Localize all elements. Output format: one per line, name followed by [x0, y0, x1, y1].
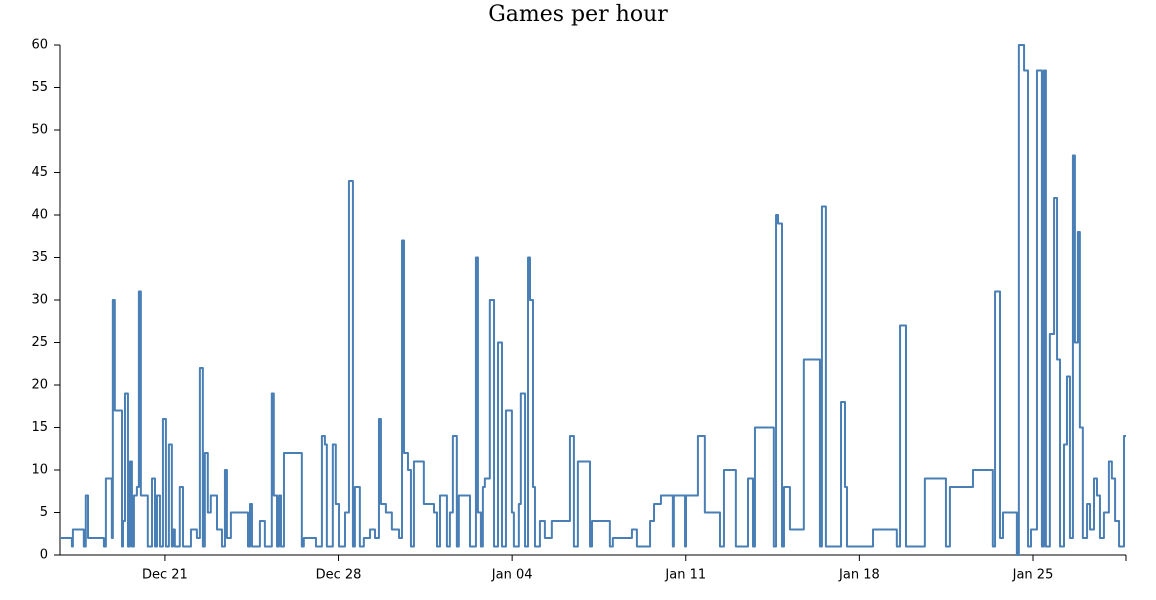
- y-tick-label: 20: [31, 378, 48, 393]
- x-tick-label: Jan 04: [491, 568, 533, 583]
- x-tick-label: Jan 25: [1012, 568, 1054, 583]
- y-tick-label: 55: [31, 80, 48, 95]
- y-tick-label: 35: [31, 250, 48, 265]
- x-tick-label: Dec 28: [316, 568, 362, 583]
- y-tick-label: 30: [31, 293, 48, 308]
- y-tick-label: 10: [31, 463, 48, 478]
- chart-title: Games per hour: [488, 2, 668, 27]
- y-tick-label: 45: [31, 165, 48, 180]
- x-tick-label: Jan 11: [664, 568, 706, 583]
- y-tick-label: 60: [31, 38, 48, 53]
- y-tick-label: 5: [40, 505, 48, 520]
- x-tick-label: Jan 18: [838, 568, 880, 583]
- x-tick-label: Dec 21: [142, 568, 188, 583]
- y-tick-label: 0: [40, 548, 48, 563]
- y-tick-label: 25: [31, 335, 48, 350]
- y-tick-label: 40: [31, 208, 48, 223]
- y-tick-label: 50: [31, 123, 48, 138]
- y-tick-label: 15: [31, 420, 48, 435]
- data-line: [60, 44, 1126, 556]
